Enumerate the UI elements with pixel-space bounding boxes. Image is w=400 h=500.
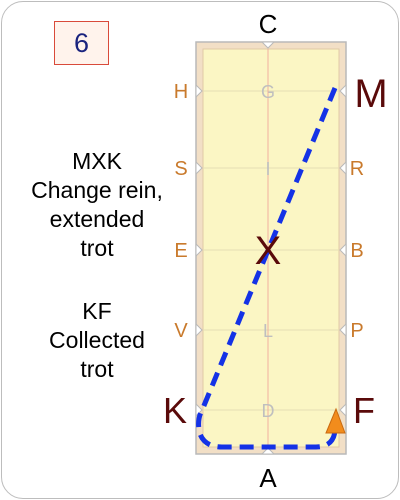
letter-top: C [259, 9, 278, 39]
arena-grid [203, 90, 339, 411]
instruction-line: KF [82, 298, 112, 324]
letter-right: R [350, 158, 364, 180]
instruction-line: trot [80, 235, 114, 261]
letter-markers [195, 41, 347, 455]
letter-left: H [174, 81, 188, 103]
centerline-letter: D [262, 401, 275, 421]
centerline-letter: L [263, 321, 273, 341]
letter-left: V [174, 320, 188, 342]
letter-left: E [174, 240, 187, 262]
instruction-line: Change rein, [31, 177, 163, 203]
letter-left: S [174, 158, 187, 180]
instruction-block-2: KF Collected trot [2, 297, 192, 384]
letter-highlight-end: F [353, 390, 375, 431]
movement-path [196, 87, 338, 450]
centerline-letter: I [265, 159, 270, 179]
letter-center: X [255, 229, 282, 273]
instruction-line: extended [49, 206, 145, 232]
instruction-line: trot [80, 356, 114, 382]
letter-right: P [350, 320, 363, 342]
letter-highlight-mid: K [163, 390, 187, 431]
instruction-block-1: MXK Change rein, extended trot [2, 147, 192, 263]
arena-surface [202, 48, 340, 448]
instruction-line: Collected [49, 327, 145, 353]
letter-highlight-start: M [354, 72, 387, 116]
instruction-line: MXK [72, 148, 122, 174]
letter-bottom: A [259, 463, 277, 493]
step-number-box: 6 [54, 21, 109, 65]
step-number: 6 [73, 27, 90, 58]
letter-right: B [350, 240, 363, 262]
direction-triangle-icon [325, 407, 346, 434]
centerline-letter: G [261, 82, 275, 102]
